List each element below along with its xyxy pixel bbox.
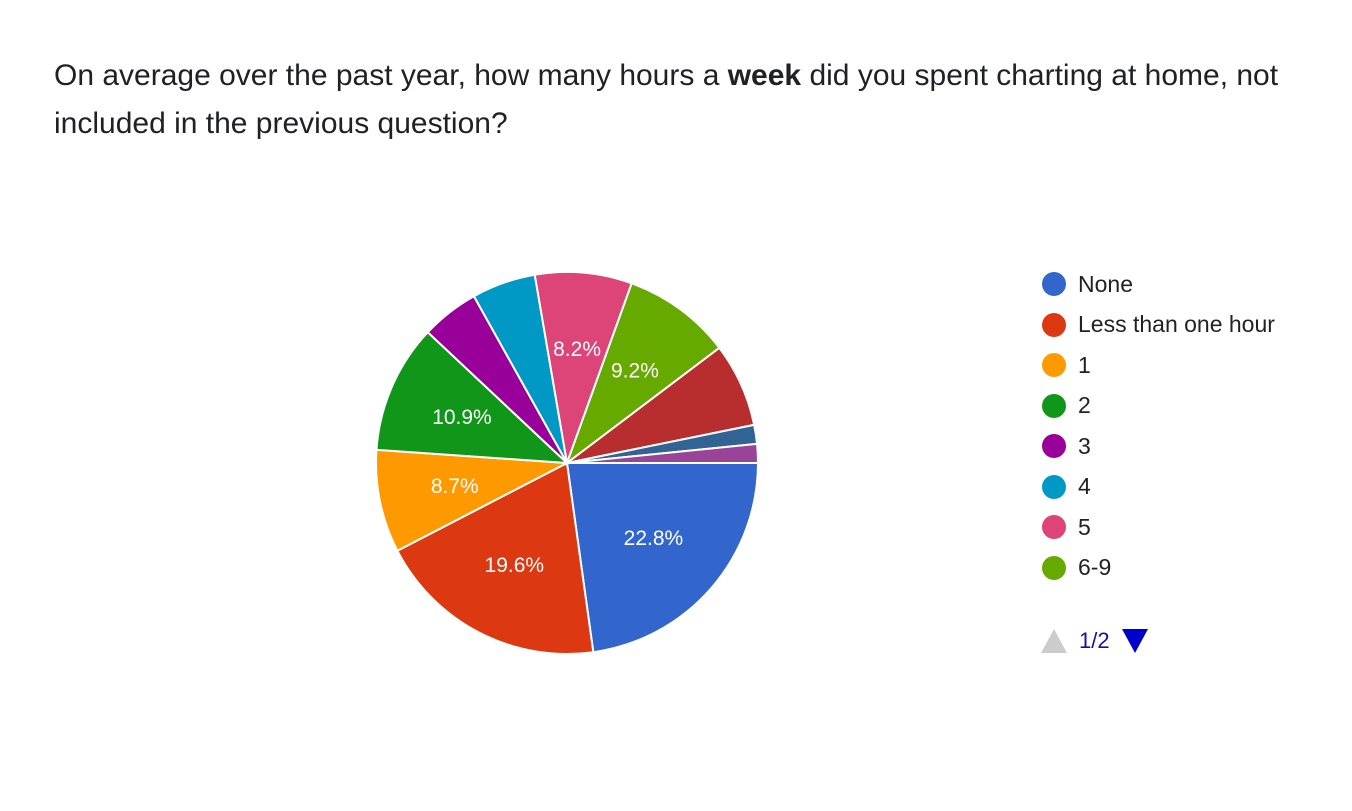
pie-slice-1[interactable]	[565, 462, 760, 654]
pie-slice-7[interactable]	[533, 271, 633, 467]
legend-item-3[interactable]: 3	[1042, 426, 1275, 467]
legend-swatch	[1042, 393, 1066, 418]
legend-swatch	[1042, 555, 1066, 580]
legend-pager: 1/2	[1041, 628, 1148, 654]
legend-item-none[interactable]: None	[1042, 264, 1275, 305]
legend-item-5[interactable]: 5	[1042, 507, 1275, 548]
legend-swatch	[1042, 353, 1066, 378]
legend-item-4[interactable]: 4	[1042, 467, 1275, 508]
pie-slice-4[interactable]	[375, 330, 570, 465]
slice-data-label: 22.8%	[624, 527, 684, 550]
legend-swatch	[1042, 272, 1066, 297]
slice-data-label: 8.7%	[431, 475, 479, 498]
slice-data-label: 9.2%	[611, 360, 659, 383]
pie-slice-11[interactable]	[566, 442, 760, 464]
slice-data-label: 8.2%	[553, 338, 601, 361]
page-down-icon[interactable]	[1121, 629, 1148, 653]
page-up-icon[interactable]	[1041, 629, 1067, 653]
slice-data-label: 19.6%	[485, 554, 545, 577]
legend-item-1[interactable]: 1	[1042, 345, 1275, 386]
legend-item-less-than-one-hour[interactable]: Less than one hour	[1042, 305, 1275, 346]
legend-item-2[interactable]: 2	[1042, 386, 1275, 427]
legend-swatch	[1042, 474, 1066, 499]
page-indicator: 1/2	[1079, 628, 1110, 653]
pie-slice-3[interactable]	[375, 448, 571, 553]
legend: None Less than one hour 1 2 3 4 5 6-9	[1042, 264, 1275, 588]
legend-item-6-9[interactable]: 6-9	[1042, 548, 1275, 589]
legend-swatch	[1042, 434, 1066, 459]
slice-data-label: 10.9%	[432, 406, 492, 429]
pie-slice-8[interactable]	[564, 282, 721, 466]
question-title: On average over the past year, how many …	[54, 59, 1279, 140]
legend-swatch	[1042, 515, 1066, 540]
pie-slice-2[interactable]	[396, 461, 595, 655]
legend-swatch	[1042, 312, 1066, 337]
